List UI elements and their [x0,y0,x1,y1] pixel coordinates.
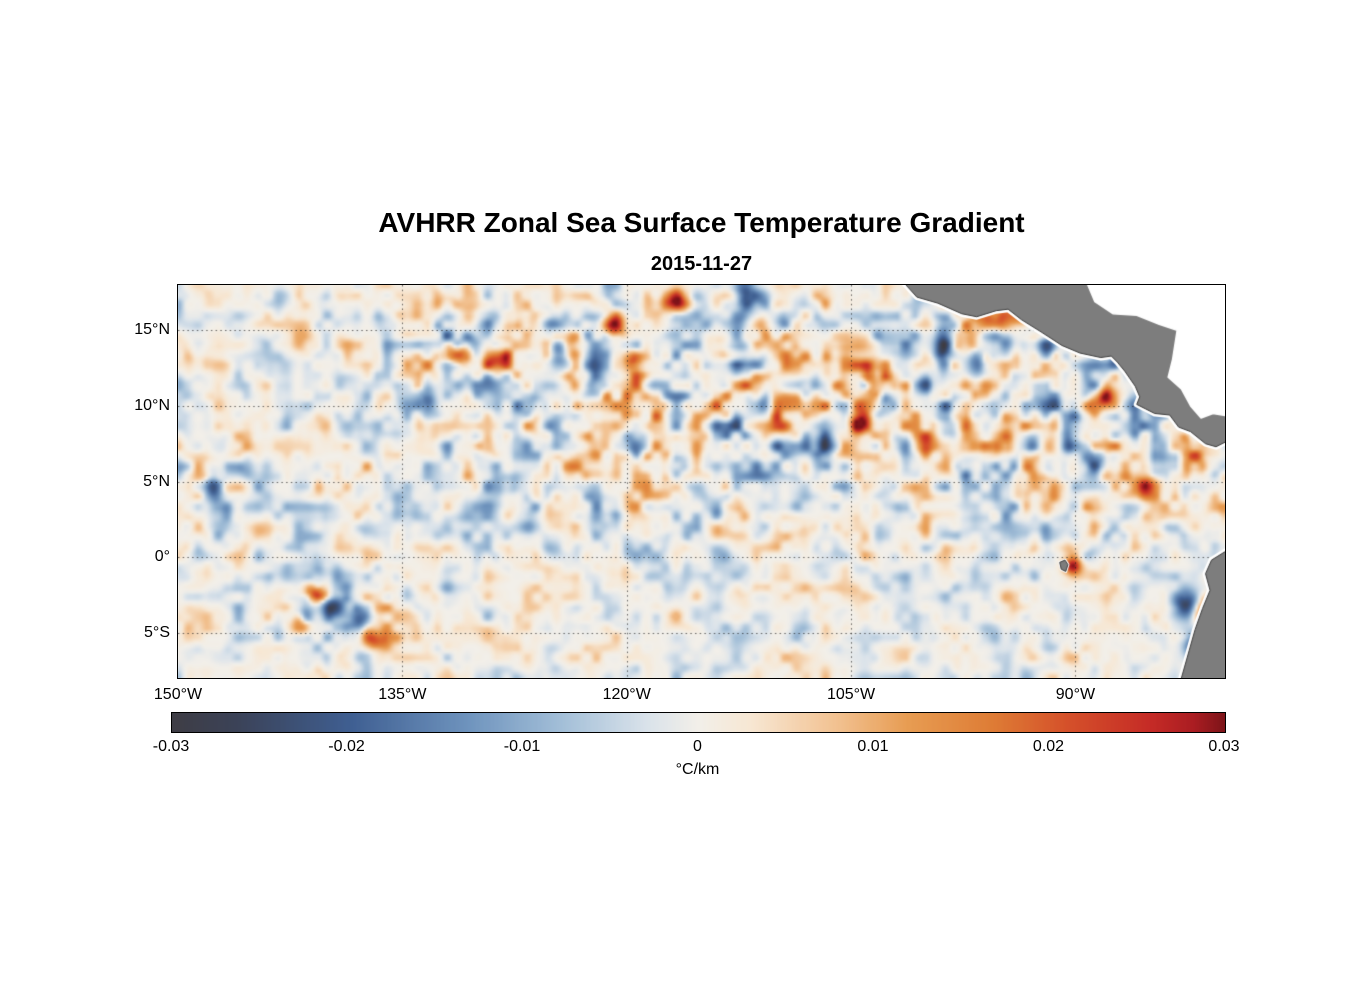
y-axis-tick-label: 10°N [134,396,170,414]
colorbar-tick-label: 0.03 [1208,738,1240,755]
colorbar-unit-label: °C/km [675,761,720,778]
figure-title: AVHRR Zonal Sea Surface Temperature Grad… [378,207,1025,238]
colorbar-tick-label: 0 [693,738,702,755]
colorbar-tick-label: 0.02 [1032,738,1065,755]
y-axis-tick-label: 0° [154,548,170,566]
colorbar-canvas [172,713,1225,732]
y-axis-tick-label: 15°N [134,321,170,339]
map-frame [177,284,1226,679]
sst-gradient-map-canvas [178,285,1225,678]
x-axis-tick-label: 135°W [378,686,427,703]
x-axis-tick-label: 105°W [826,686,876,703]
colorbar-tick-label: -0.01 [503,738,541,755]
colorbar-tick-label: -0.03 [152,738,190,755]
y-axis-tick-label: 5°N [143,472,170,490]
figure-date: 2015-11-27 [650,253,753,275]
y-axis-tick-label: 5°S [144,623,170,641]
colorbar-tick-label: -0.02 [328,738,365,755]
colorbar-tick-label: 0.01 [857,738,889,755]
x-axis-tick-label: 150°W [153,686,203,703]
x-axis-tick-label: 90°W [1055,686,1096,703]
colorbar-frame [171,712,1226,733]
x-axis-tick-label: 120°W [602,686,651,703]
